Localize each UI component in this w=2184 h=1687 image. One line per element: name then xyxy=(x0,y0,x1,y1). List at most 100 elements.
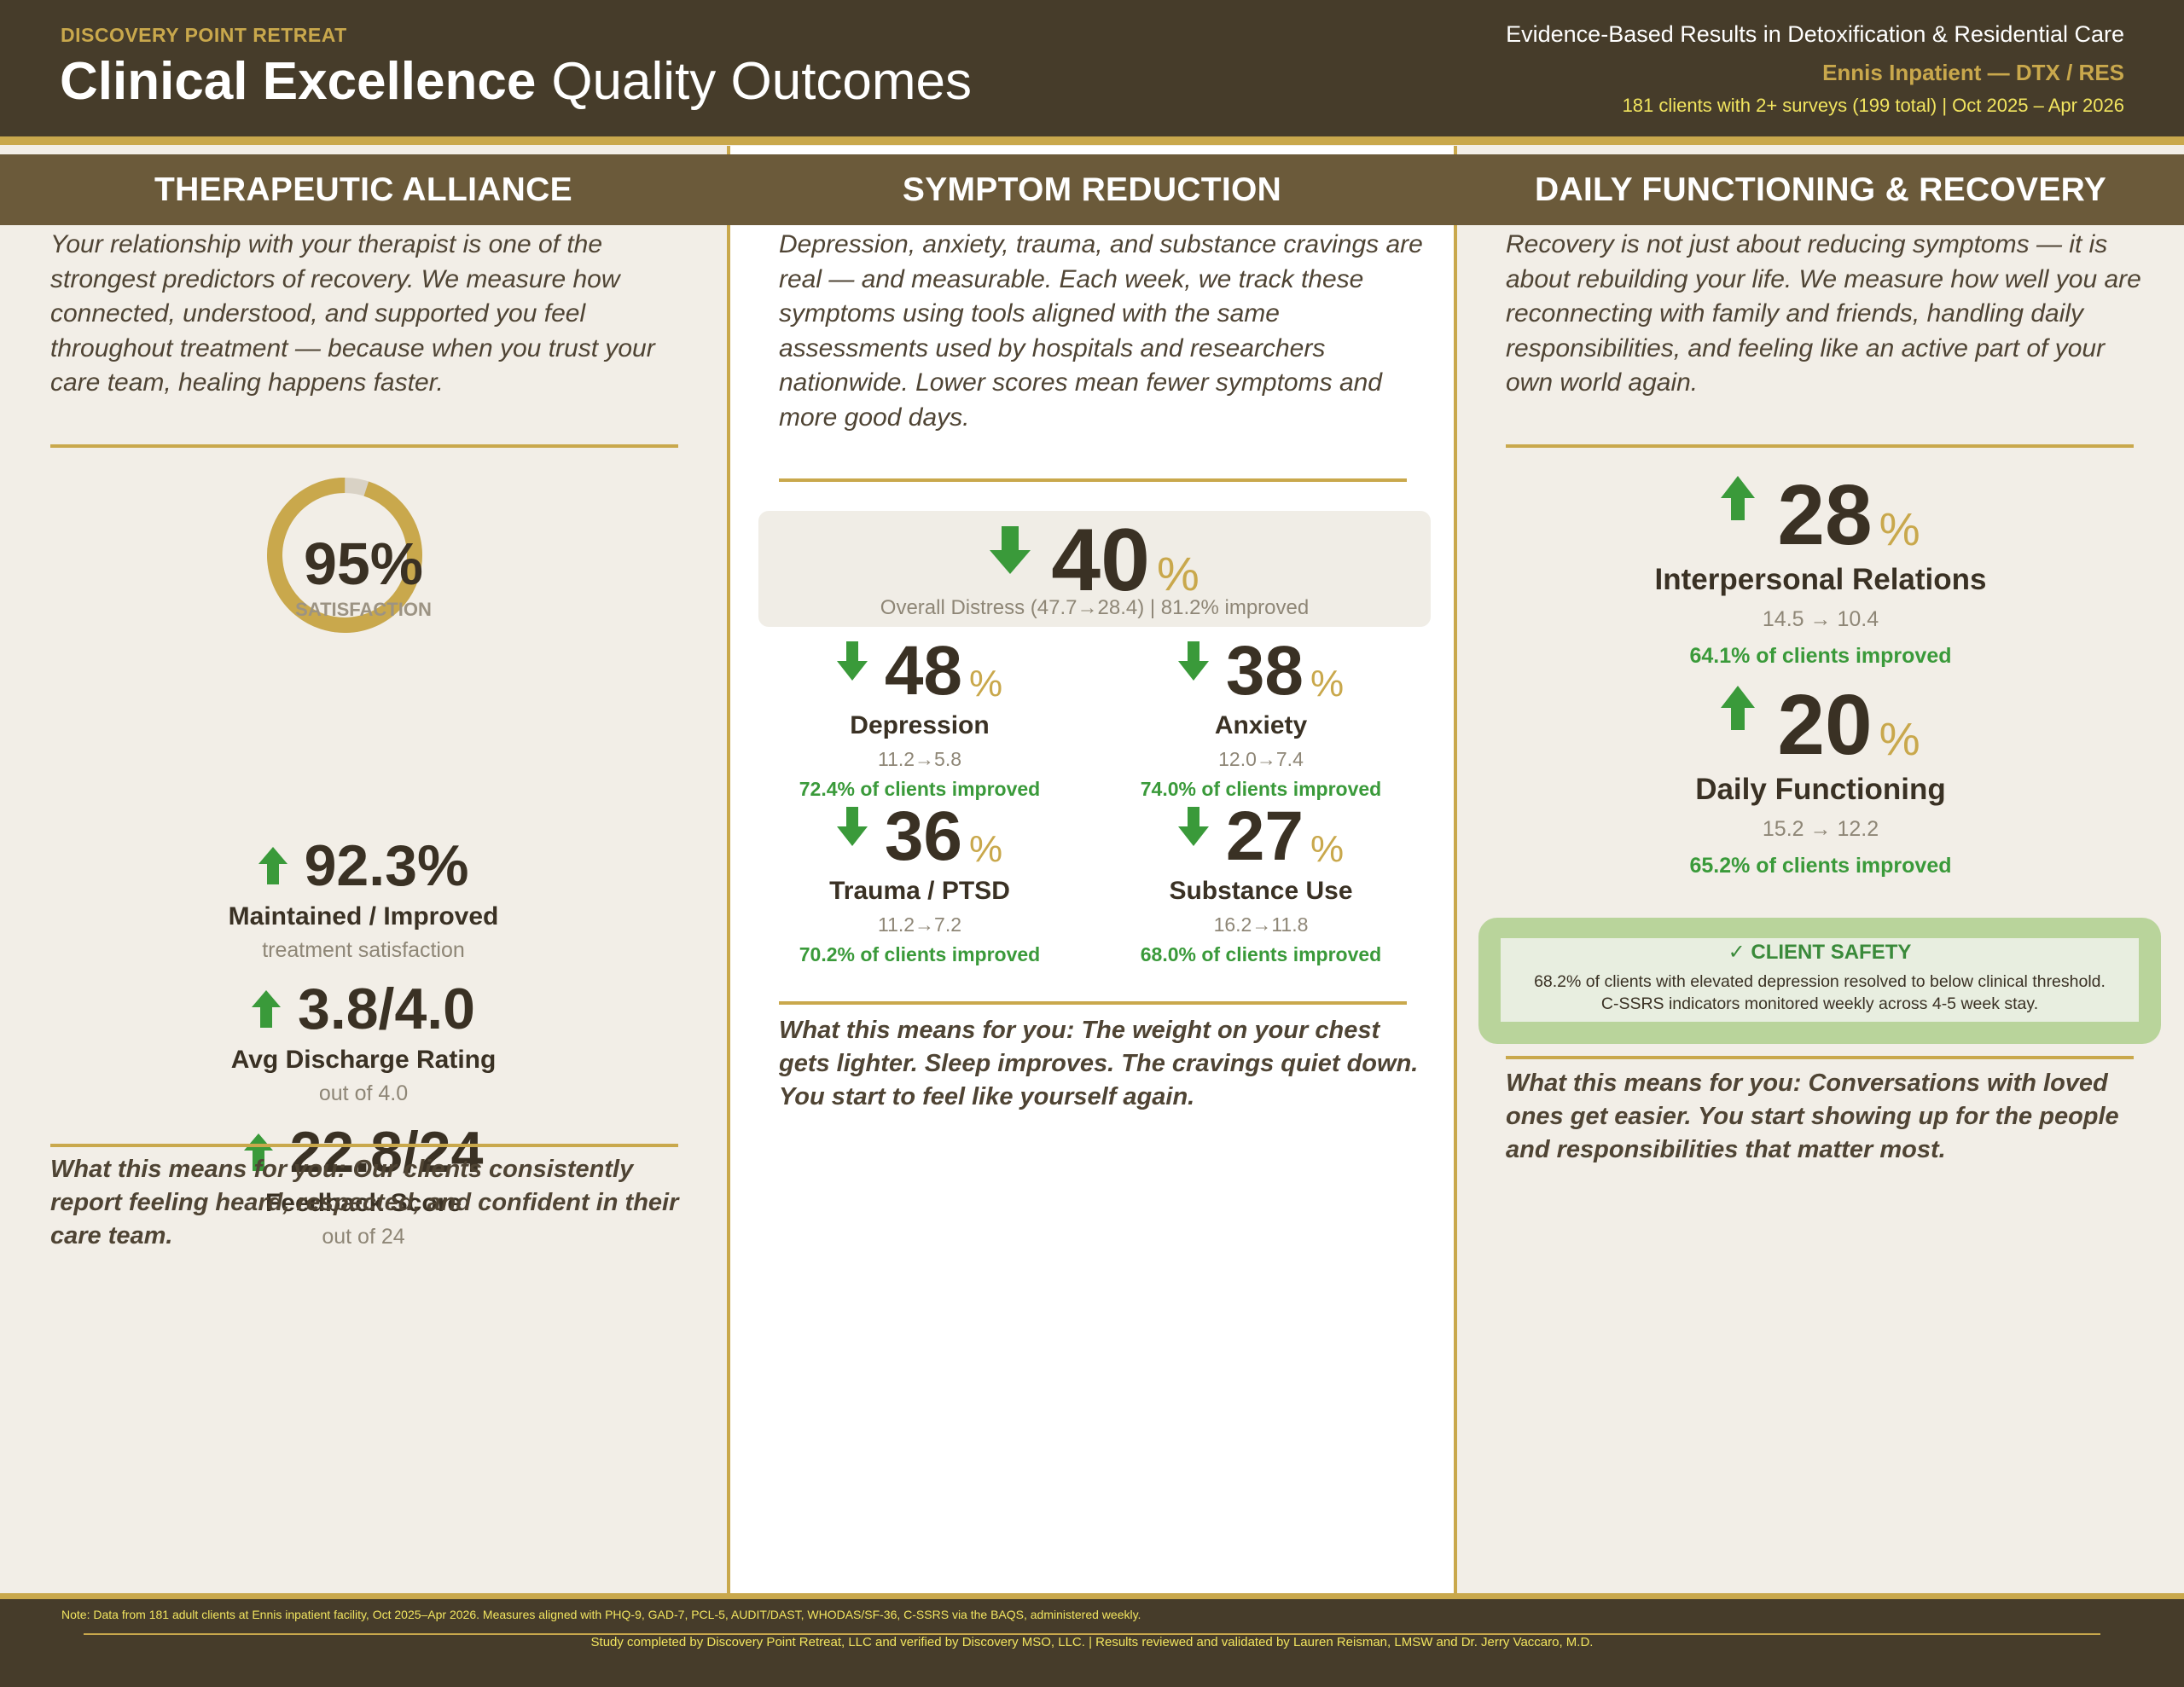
divider xyxy=(1506,1056,2134,1059)
metric-interpersonal-relations: 28 % Interpersonal Relations 14.5 → 10.4… xyxy=(1457,472,2184,669)
column-outro: What this means for you: Our clients con… xyxy=(50,1156,679,1249)
metric-name: Maintained / Improved xyxy=(228,902,499,930)
symptom-name: Substance Use xyxy=(1169,877,1353,905)
percent-sign: % xyxy=(969,828,1003,870)
symptom-name: Trauma / PTSD xyxy=(829,877,1010,905)
metric-value: 22.8/24 xyxy=(289,1120,484,1185)
brand-name: DISCOVERY POINT RETREAT xyxy=(61,24,347,46)
arrow-down-icon xyxy=(990,526,1031,574)
client-safety-line: 68.2% of clients with elevated depressio… xyxy=(1534,972,2106,991)
divider xyxy=(779,1001,1407,1005)
metric-range: 15.2 → 12.2 xyxy=(1762,817,1879,841)
metric-discharge-rating: 3.8/4.0 Avg Discharge Rating out of 4.0 xyxy=(0,976,727,1106)
client-safety-title: ✓ CLIENT SAFETY xyxy=(1728,941,1912,964)
arrow-down-icon xyxy=(1177,807,1209,846)
client-safety-text: 68.2% of clients with elevated depressio… xyxy=(1501,971,2139,1015)
metric-daily-functioning: 20 % Daily Functioning 15.2 → 12.2 65.2%… xyxy=(1457,682,2184,878)
title-light: Quality Outcomes xyxy=(551,52,973,111)
arrow-down-icon xyxy=(836,807,868,846)
footer-divider xyxy=(0,1593,2184,1599)
arrow-down-icon xyxy=(836,641,868,681)
metric-name: Interpersonal Relations xyxy=(1654,563,1987,596)
symptom-improved: 74.0% of clients improved xyxy=(1140,778,1382,800)
symptom-value: 36 xyxy=(884,797,963,875)
divider xyxy=(1506,444,2134,448)
column-heading: DAILY FUNCTIONING & RECOVERY xyxy=(1457,154,2184,225)
overall-sub: Overall Distress (47.7→28.4) | 81.2% imp… xyxy=(880,596,1310,619)
symptom-substance-use: 27 % Substance Use 16.2→11.8 68.0% of cl… xyxy=(1090,802,1432,966)
page-footer: Note: Data from 181 adult clients at Enn… xyxy=(0,1599,2184,1687)
therapeutic-alliance-column: THERAPEUTIC ALLIANCE Your relationship w… xyxy=(0,146,727,1593)
overall-distress-card: 40 % Overall Distress (47.7→28.4) | 81.2… xyxy=(758,511,1431,627)
symptom-range: 12.0→7.4 xyxy=(1218,748,1304,770)
column-intro: Depression, anxiety, trauma, and substan… xyxy=(779,230,1423,432)
metric-value: 20 xyxy=(1777,677,1873,773)
header-divider xyxy=(0,136,2184,145)
percent-sign: % xyxy=(1310,828,1345,870)
symptom-range: 11.2→7.2 xyxy=(877,913,962,936)
client-safety-box: ✓ CLIENT SAFETY 68.2% of clients with el… xyxy=(1478,918,2161,1044)
divider xyxy=(50,1144,678,1147)
metric-sub: treatment satisfaction xyxy=(262,938,465,962)
arrow-up-icon xyxy=(258,847,288,884)
arrow-up-icon xyxy=(243,1133,273,1171)
divider xyxy=(50,444,678,448)
percent-sign: % xyxy=(1879,714,1920,765)
metric-improved: 65.2% of clients improved xyxy=(1689,854,1952,878)
arrow-up-icon xyxy=(1721,686,1756,730)
metric-maintained-improved: 92.3% Maintained / Improved treatment sa… xyxy=(0,832,727,963)
client-safety-line: C-SSRS indicators monitored weekly acros… xyxy=(1600,994,2039,1013)
percent-sign: % xyxy=(969,663,1003,704)
symptom-reduction-column: SYMPTOM REDUCTION Depression, anxiety, t… xyxy=(727,146,1457,1593)
satisfaction-donut xyxy=(267,478,422,633)
symptom-value: 38 xyxy=(1225,632,1304,710)
symptom-value: 48 xyxy=(884,632,963,710)
column-heading: SYMPTOM REDUCTION xyxy=(727,154,1457,225)
symptom-range: 16.2→11.8 xyxy=(1213,913,1309,936)
tagline: Evidence-Based Results in Detoxification… xyxy=(1506,21,2124,47)
column-outro: What this means for you: The weight on y… xyxy=(779,1017,1419,1110)
symptom-depression: 48 % Depression 11.2→5.8 72.4% of client… xyxy=(749,636,1090,801)
metric-name: Feedback Score xyxy=(264,1189,462,1217)
arrow-down-icon xyxy=(1177,641,1209,681)
sample-info: 181 clients with 2+ surveys (199 total) … xyxy=(1622,95,2124,116)
symptom-name: Anxiety xyxy=(1214,711,1308,739)
arrow-up-icon xyxy=(1721,476,1756,520)
metric-improved: 64.1% of clients improved xyxy=(1689,644,1952,668)
footer-credit: Study completed by Discovery Point Retre… xyxy=(590,1635,1594,1649)
page-title: Clinical Excellence Quality Outcomes xyxy=(60,51,972,112)
symptom-improved: 70.2% of clients improved xyxy=(799,943,1041,965)
percent-sign: % xyxy=(1156,547,1199,600)
percent-sign: % xyxy=(1879,504,1920,555)
column-heading: THERAPEUTIC ALLIANCE xyxy=(0,154,727,225)
symptom-anxiety: 38 % Anxiety 12.0→7.4 74.0% of clients i… xyxy=(1090,636,1432,801)
satisfaction-label: SATISFACTION xyxy=(295,599,432,620)
metric-feedback-score: 22.8/24 Feedback Score out of 24 xyxy=(0,1119,727,1249)
divider xyxy=(779,478,1407,482)
column-intro: Your relationship with your therapist is… xyxy=(50,230,655,397)
page-header: DISCOVERY POINT RETREAT Clinical Excelle… xyxy=(0,0,2184,136)
symptom-name: Depression xyxy=(850,711,990,739)
symptom-trauma: 36 % Trauma / PTSD 11.2→7.2 70.2% of cli… xyxy=(749,802,1090,966)
arrow-up-icon xyxy=(252,990,282,1028)
satisfaction-value: 95% xyxy=(303,530,424,597)
symptom-range: 11.2→5.8 xyxy=(877,748,962,770)
metric-sub: out of 24 xyxy=(322,1225,405,1249)
metric-value: 28 xyxy=(1777,467,1873,563)
percent-sign: % xyxy=(1310,663,1345,704)
column-intro: Recovery is not just about reducing symp… xyxy=(1506,230,2141,397)
metric-value: 3.8/4.0 xyxy=(298,977,475,1041)
client-safety-content: ✓ CLIENT SAFETY 68.2% of clients with el… xyxy=(1501,938,2139,1022)
facility-label: Ennis Inpatient — DTX / RES xyxy=(1822,60,2124,85)
overall-value: 40 xyxy=(1051,511,1150,610)
footer-note: Note: Data from 181 adult clients at Enn… xyxy=(61,1608,1141,1621)
metric-sub: out of 4.0 xyxy=(318,1081,409,1105)
metric-name: Avg Discharge Rating xyxy=(230,1046,497,1074)
symptom-improved: 68.0% of clients improved xyxy=(1140,943,1382,965)
daily-functioning-column: DAILY FUNCTIONING & RECOVERY Recovery is… xyxy=(1457,146,2184,1593)
title-bold: Clinical Excellence xyxy=(60,52,537,111)
column-outro: What this means for you: Conversations w… xyxy=(1506,1070,2119,1163)
metric-name: Daily Functioning xyxy=(1695,773,1946,806)
symptom-value: 27 xyxy=(1225,797,1304,875)
symptom-improved: 72.4% of clients improved xyxy=(799,778,1041,800)
